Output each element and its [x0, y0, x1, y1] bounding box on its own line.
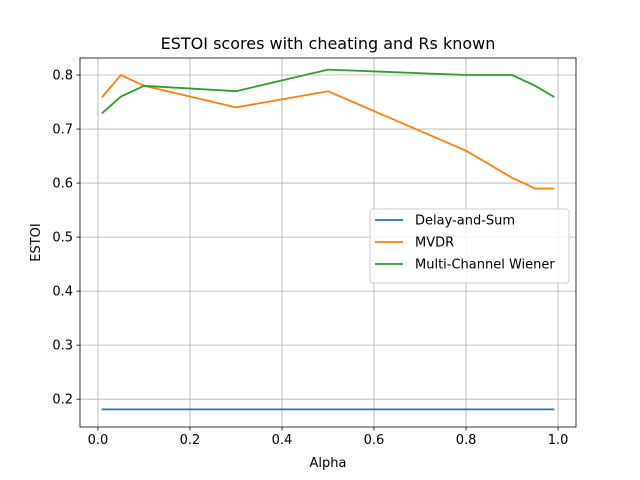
legend-label: MVDR [415, 236, 454, 251]
series-lines [101, 68, 555, 411]
legend-label: Delay-and-Sum [415, 214, 515, 229]
x-tick-label: 1.0 [548, 433, 569, 448]
x-tick-label: 0.0 [88, 433, 109, 448]
legend: Delay-and-Sum MVDR Multi-Channel Wiener [369, 208, 570, 284]
y-tick-label: 0.2 [52, 393, 73, 408]
plot-frame [79, 57, 577, 428]
y-tick-label: 0.5 [52, 231, 73, 246]
legend-box [369, 208, 570, 284]
x-tick-label: 0.6 [364, 433, 385, 448]
chart-title: ESTOI scores with cheating and Rs known [161, 34, 496, 53]
series-line-multi-channel-wiener [101, 68, 555, 115]
axis-ticks: 0.0 0.2 0.4 0.6 0.8 1.0 0.2 0.3 0.4 0.5 0.6 0.7 0.8 [52, 69, 568, 448]
x-tick-label: 0.2 [180, 433, 201, 448]
y-tick-label: 0.4 [52, 285, 73, 300]
y-tick-label: 0.3 [52, 339, 73, 354]
y-tick-label: 0.8 [52, 69, 73, 84]
series-line-mvdr [101, 74, 555, 190]
y-tick-label: 0.6 [52, 177, 73, 192]
x-tick-label: 0.4 [272, 433, 293, 448]
x-axis-label: Alpha [310, 456, 347, 471]
y-tick-label: 0.7 [52, 123, 73, 138]
y-axis-label: ESTOI [29, 223, 44, 261]
x-tick-label: 0.8 [456, 433, 477, 448]
legend-label: Multi-Channel Wiener [415, 258, 555, 273]
